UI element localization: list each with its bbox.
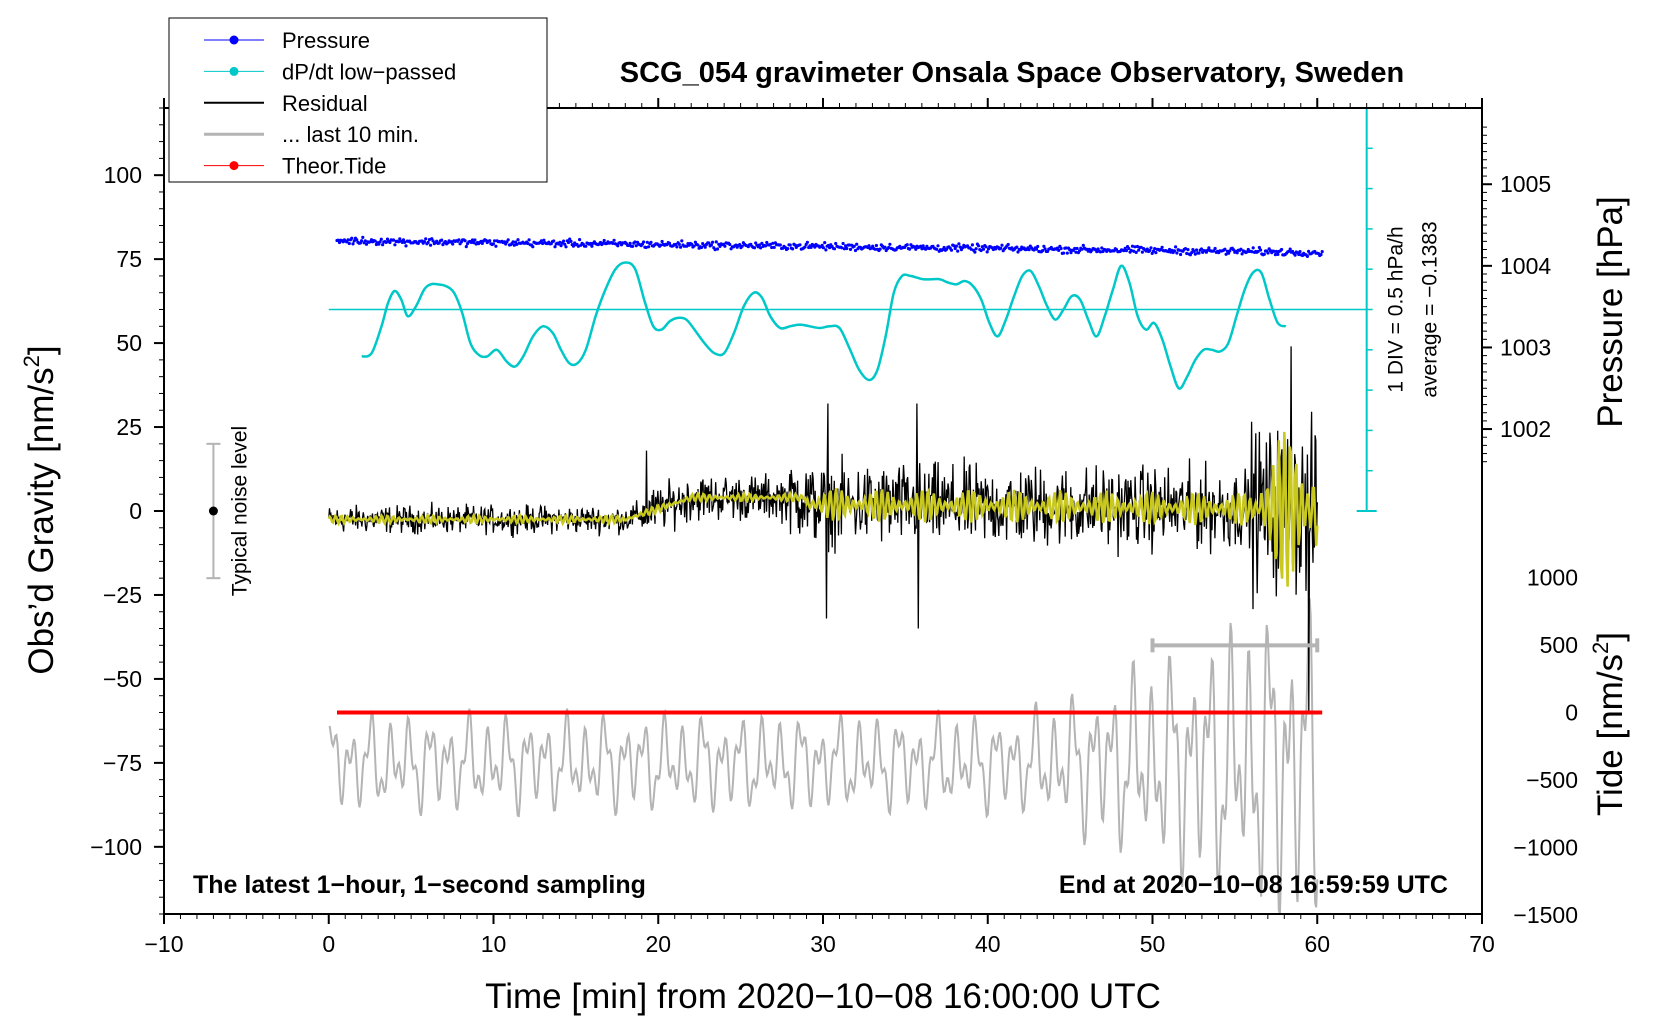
pressure-axis-title: Pressure [hPa] bbox=[1591, 196, 1630, 428]
data-layer bbox=[327, 235, 1367, 914]
dpdt-average-label: average = −0.1383 bbox=[1419, 221, 1442, 397]
pressure-tick-label: 1004 bbox=[1500, 253, 1551, 279]
legend-box bbox=[168, 17, 548, 183]
pressure-tick-label: 1005 bbox=[1500, 171, 1551, 197]
legend-label-1: dP/dt low−passed bbox=[282, 59, 456, 84]
y-tick-label: 100 bbox=[104, 162, 142, 188]
tide-axis-title-tail: ] bbox=[1591, 632, 1630, 642]
noise-level-bar bbox=[206, 442, 221, 580]
pressure-dots bbox=[335, 235, 1324, 258]
pressure-tick-label: 1003 bbox=[1500, 334, 1551, 360]
tide-tick-label: −500 bbox=[1526, 767, 1578, 793]
pressure-series bbox=[335, 235, 1324, 258]
last-10-min-bar bbox=[1150, 638, 1320, 653]
tide-tick-label: −1000 bbox=[1513, 834, 1578, 860]
legend-label-4: Theor.Tide bbox=[282, 154, 386, 179]
pressure-tick-label: 1002 bbox=[1500, 416, 1551, 442]
x-tick-label: 60 bbox=[1304, 931, 1330, 957]
x-tick-label: 50 bbox=[1140, 931, 1166, 957]
x-tick-label: 20 bbox=[645, 931, 671, 957]
tide-tick-label: −1500 bbox=[1513, 902, 1578, 928]
end-time-note: End at 2020−10−08 16:59:59 UTC bbox=[1059, 871, 1448, 899]
y-axis-left: 100 75 50 25 0 −25 −50 −75 −100 bbox=[90, 107, 164, 915]
y-axis-title: Obs’d Gravity [nm/s2] bbox=[19, 345, 61, 674]
y-tick-label: −50 bbox=[103, 666, 142, 692]
tide-tick-label: 500 bbox=[1540, 632, 1578, 658]
dpdt-scale-label: 1 DIV = 0.5 hPa/h bbox=[1385, 226, 1408, 392]
y-tick-label: −75 bbox=[103, 750, 142, 776]
legend-label-3: ... last 10 min. bbox=[282, 122, 419, 147]
legend-label-2: Residual bbox=[282, 91, 368, 116]
x-axis-title: Time [min] from 2020−10−08 16:00:00 UTC bbox=[485, 977, 1161, 1016]
y-tick-label: 0 bbox=[129, 498, 142, 524]
chart-title: SCG_054 gravimeter Onsala Space Observat… bbox=[620, 57, 1404, 89]
noise-bar-center bbox=[208, 506, 218, 516]
legend-marker-0 bbox=[229, 35, 239, 45]
y-tick-label: 75 bbox=[116, 246, 142, 272]
x-axis: −10 0 10 20 30 40 50 60 70 bbox=[144, 98, 1495, 957]
sampling-note: The latest 1−hour, 1−second sampling bbox=[193, 871, 646, 899]
y-axis-pressure: 1005 1004 1003 1002 bbox=[1482, 126, 1551, 463]
tide-axis-title: Tide [nm/s2] bbox=[1588, 632, 1630, 816]
y-tick-label: −25 bbox=[103, 582, 142, 608]
x-tick-label: 0 bbox=[322, 931, 335, 957]
y-axis-tide: 1000 500 0 −500 −1000 −1500 bbox=[1513, 565, 1578, 928]
y-tick-label: 25 bbox=[116, 414, 142, 440]
dpdt-line bbox=[361, 261, 1287, 390]
y-axis-title-main: Obs’d Gravity [nm/s bbox=[22, 367, 61, 674]
tide-tick-label: 0 bbox=[1565, 700, 1578, 726]
residual-smoothed-line bbox=[327, 431, 1319, 587]
x-tick-label: 40 bbox=[975, 931, 1001, 957]
legend-marker-4 bbox=[229, 161, 239, 171]
x-tick-label: 30 bbox=[810, 931, 836, 957]
x-tick-label: 70 bbox=[1469, 931, 1495, 957]
last-10-min-series bbox=[328, 598, 1319, 914]
residual-smoothed-series bbox=[327, 431, 1319, 587]
last-10-min-line bbox=[328, 598, 1319, 914]
legend-marker-1 bbox=[229, 66, 239, 76]
legend: Pressure dP/dt low−passed Residual ... last… bbox=[168, 17, 548, 183]
tide-axis-title-main: Tide [nm/s bbox=[1591, 654, 1630, 816]
x-tick-label: −10 bbox=[144, 931, 183, 957]
tide-axis-title-sup: 2 bbox=[1588, 642, 1613, 654]
tide-tick-label: 1000 bbox=[1527, 565, 1578, 591]
y-tick-label: 50 bbox=[116, 330, 142, 356]
y-axis-title-sup: 2 bbox=[19, 355, 44, 367]
legend-label-0: Pressure bbox=[282, 28, 370, 53]
dpdt-series bbox=[328, 261, 1367, 390]
x-tick-label: 10 bbox=[481, 931, 507, 957]
noise-level-label: Typical noise level bbox=[228, 426, 251, 596]
y-tick-label: −100 bbox=[90, 834, 142, 860]
y-axis-title-tail: ] bbox=[22, 345, 61, 355]
